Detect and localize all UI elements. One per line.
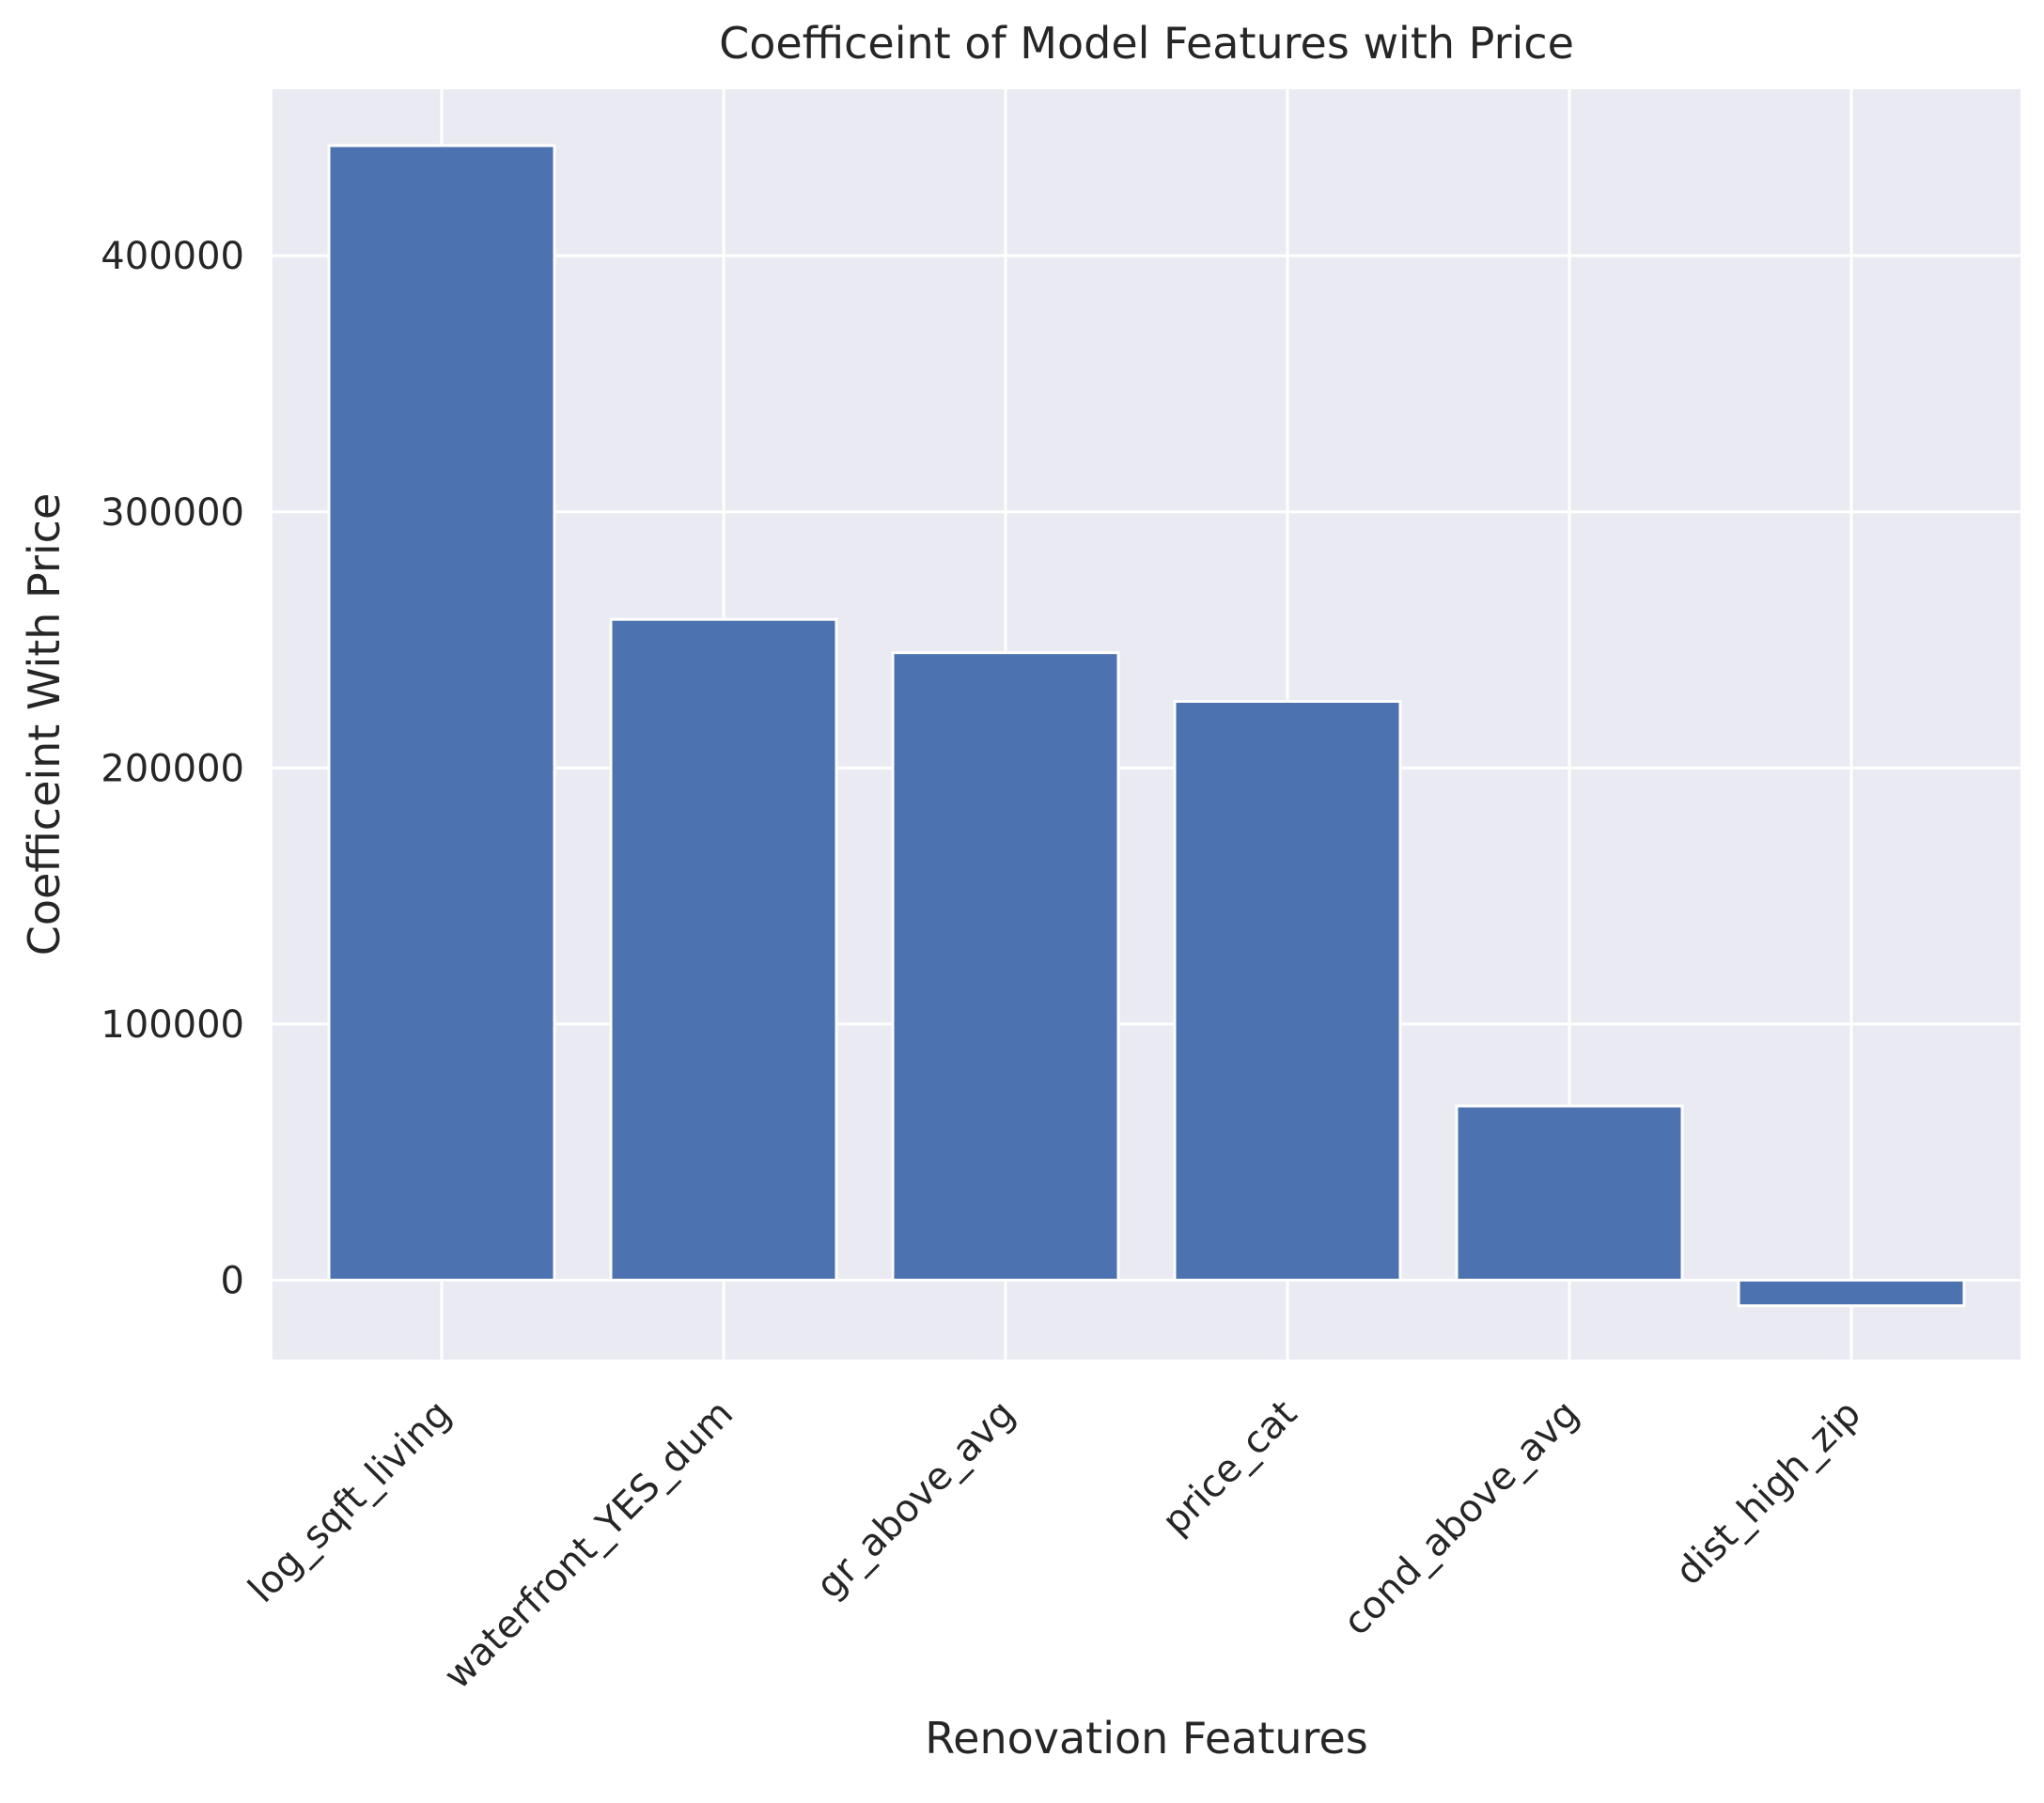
x-tick-label: dist_high_zip (1667, 1392, 1869, 1594)
y-tick-label: 0 (221, 1260, 244, 1303)
bar-log_sqft_living (327, 144, 556, 1282)
bar-cond_above_avg (1455, 1104, 1684, 1282)
plot-area (273, 89, 2021, 1360)
bar-price_cat (1173, 699, 1402, 1282)
y-tick-label: 400000 (101, 235, 244, 278)
bar-waterfront_YES_dum (609, 617, 838, 1282)
bar-gr_above_avg (891, 651, 1120, 1282)
y-axis-label: Coefficeint With Price (19, 493, 70, 956)
bars (327, 144, 1966, 1308)
chart-title: Coefficeint of Model Features with Price (719, 18, 1574, 69)
y-tick-label: 100000 (101, 1003, 244, 1047)
y-tick-label: 300000 (101, 491, 244, 535)
y-tick-labels: 0 100000 200000 300000 400000 (101, 235, 244, 1302)
y-tick-label: 200000 (101, 747, 244, 790)
bar-dist_high_zip (1737, 1279, 1966, 1308)
x-tick-label: gr_above_avg (808, 1392, 1023, 1608)
x-tick-label: cond_above_avg (1335, 1392, 1587, 1644)
x-tick-label: log_sqft_living (241, 1392, 460, 1611)
x-axis-label: Renovation Features (925, 1713, 1367, 1764)
x-tick-label: waterfront_YES_dum (436, 1392, 741, 1698)
x-tick-label: price_cat (1154, 1392, 1305, 1544)
